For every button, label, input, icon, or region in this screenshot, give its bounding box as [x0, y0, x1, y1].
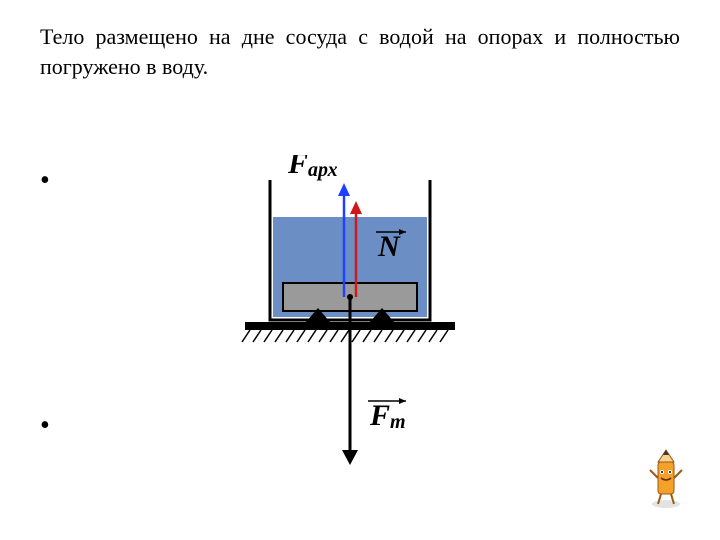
hatching — [242, 330, 448, 342]
bullet-1: • — [40, 165, 50, 197]
farch-sub: арх — [308, 159, 338, 181]
ft-main: F — [369, 399, 390, 432]
bullet-2: • — [40, 410, 50, 442]
description-text: Тело размещено на дне сосуда с водой на … — [40, 22, 680, 81]
svg-text:Fт: Fт — [369, 399, 406, 433]
physics-diagram: Fарх N Fт — [230, 155, 490, 505]
ft-sub: т — [390, 411, 406, 433]
svg-text:N: N — [377, 230, 401, 263]
label-farch: Fарх — [286, 155, 338, 181]
svg-text:Fарх: Fарх — [287, 155, 338, 181]
pencil-mascot-icon — [642, 448, 690, 510]
farch-main: F — [287, 155, 308, 180]
label-ft: Fт — [368, 398, 406, 433]
